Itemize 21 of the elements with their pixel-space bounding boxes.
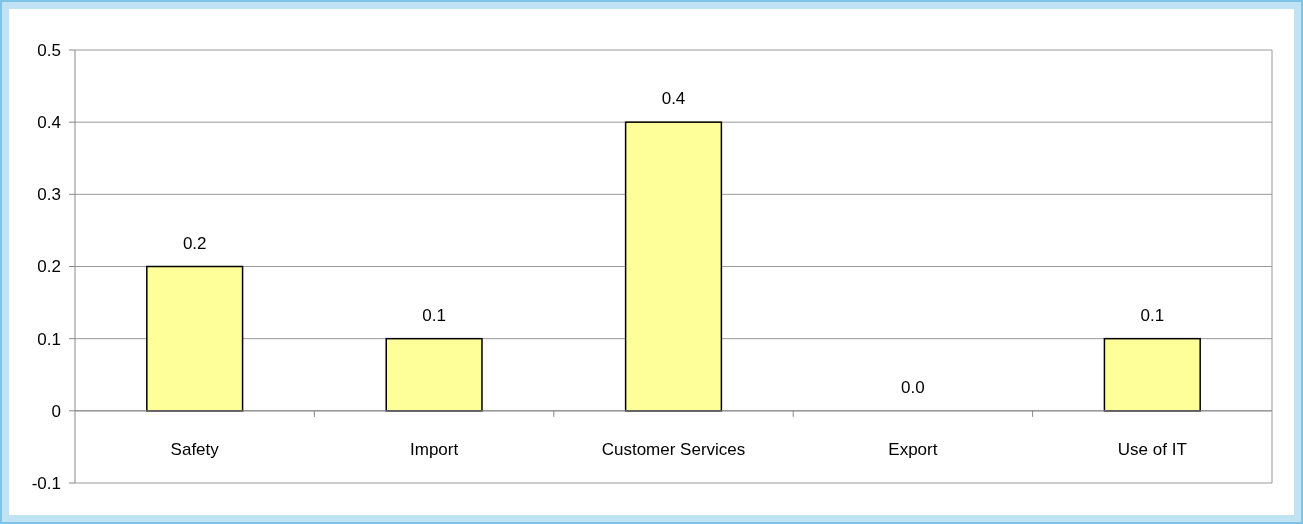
y-tick-label: 0.1 [37,329,61,349]
y-tick-label: 0.4 [37,113,61,133]
data-label: 0.2 [182,233,207,253]
y-tick-label: 0.5 [37,40,61,60]
data-label: 0.1 [422,305,446,325]
y-tick-label: 0.2 [37,257,61,277]
bar [1103,337,1201,412]
y-tick-label: -0.1 [31,473,61,493]
data-label: 0.1 [1140,305,1165,325]
x-tick-label: Customer Services [601,440,746,459]
x-tick-label: Export [888,440,938,459]
x-tick-label: Use of IT [1117,440,1187,459]
bar [146,265,244,412]
bar [624,121,723,412]
bar [385,337,483,412]
data-label: 0.4 [661,89,686,109]
y-tick-label: 0.3 [37,185,61,205]
x-tick-label: Import [410,440,459,459]
y-tick-label: 0 [51,401,61,421]
x-tick-label: Safety [170,440,220,459]
data-label: 0.0 [901,377,925,397]
